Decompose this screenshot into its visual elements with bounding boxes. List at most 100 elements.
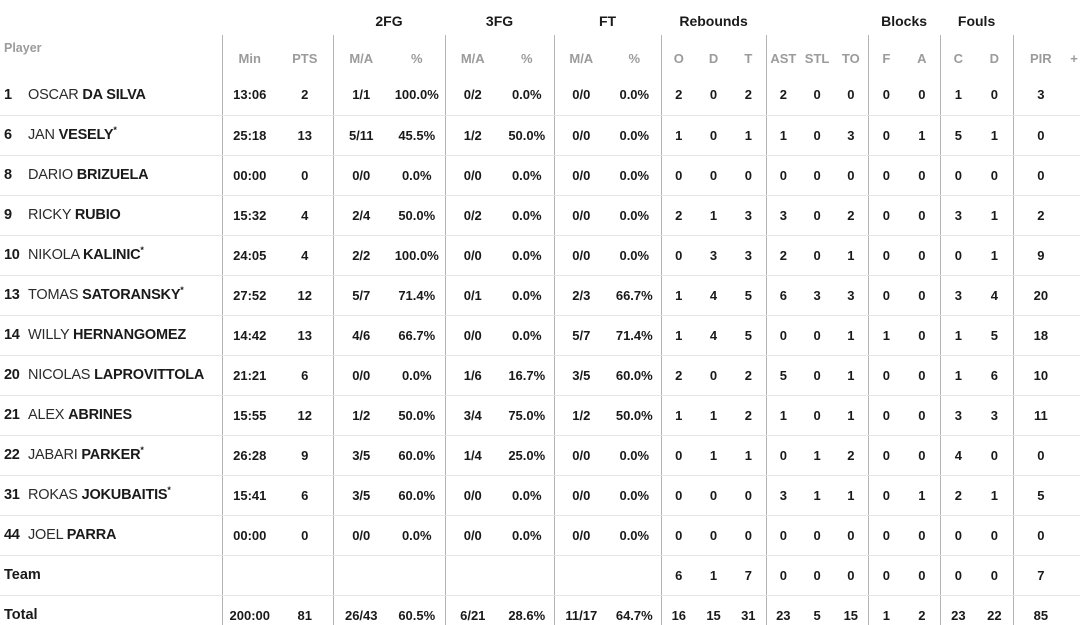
cell-ast: 23 [765,595,801,625]
player-row-9: 9 RICKY RUBIO 15:32 4 2/4 50.0% 0/2 0.0% 0/0 0.0%… [0,195,1080,236]
cell-stl: 5 [800,595,835,625]
cell-blk-f: 0 [867,115,905,156]
cell-fg3-pct: 50.0% [500,115,555,156]
cell-reb-o: 0 [660,155,697,196]
cell-plus [1068,595,1080,625]
cell-reb-d: 0 [696,75,732,116]
player-first-name: JAN [28,127,59,143]
cell-fg3-pct: 0.0% [500,155,555,196]
cell-fg2-pct [389,555,446,596]
cell-pts [277,555,333,596]
cell-fg2-pct: 100.0% [389,75,446,116]
cell-player: 22 JABARI PARKER* [0,435,222,476]
cell-fg3-ma: 0/0 [444,155,501,196]
cell-stl: 0 [800,395,835,436]
cell-ast: 1 [765,115,801,156]
cell-fg2-ma: 5/7 [332,275,389,316]
col-header-pir: PIR [1012,35,1069,75]
group-spacer-plus [1068,0,1080,35]
cell-to: 3 [834,115,869,156]
cell-fg3-pct: 0.0% [500,315,555,356]
cell-ast: 3 [765,195,801,236]
group-spacer-minpts [222,0,333,35]
player-number: 22 [4,447,20,463]
cell-min: 15:41 [221,475,277,516]
col-header-min: Min [221,35,277,75]
player-number: 9 [4,207,12,223]
player-last-name: LAPROVITTOLA [94,367,205,383]
cell-player: 31 ROKAS JOKUBAITIS* [0,475,222,516]
cell-stl: 0 [800,315,835,356]
player-last-name: HERNANGOMEZ [73,327,187,343]
cell-ft-pct: 0.0% [608,195,662,236]
cell-reb-o: 1 [660,275,697,316]
cell-pir: 85 [1012,595,1069,625]
player-last-name: VESELY [58,127,114,143]
cell-blk-a: 0 [904,275,941,316]
cell-min [221,555,277,596]
cell-blk-f: 0 [867,155,905,196]
cell-fg3-ma: 1/2 [444,115,501,156]
cell-foul-d: 6 [976,355,1014,396]
cell-pir: 3 [1012,75,1069,116]
cell-player: 6 JAN VESELY* [0,115,222,156]
cell-reb-o: 16 [660,595,697,625]
cell-fg3-pct: 0.0% [500,275,555,316]
player-row-10: 10 NIKOLA KALINIC* 24:05 4 2/2 100.0% 0/0 0.0% 0… [0,235,1080,276]
player-number: 44 [4,527,20,543]
cell-reb-t: 0 [731,155,767,196]
cell-foul-d: 1 [976,475,1014,516]
cell-foul-c: 3 [939,195,977,236]
cell-fg3-pct: 16.7% [500,355,555,396]
cell-ast: 0 [765,555,801,596]
cell-ft-pct: 50.0% [608,395,662,436]
cell-ft-ma: 0/0 [553,475,609,516]
cell-ft-pct: 0.0% [608,155,662,196]
cell-foul-c: 23 [939,595,977,625]
cell-pts: 12 [277,275,333,316]
cell-fg3-pct: 0.0% [500,515,555,556]
cell-blk-f: 0 [867,395,905,436]
cell-blk-f: 1 [867,595,905,625]
cell-fg2-ma: 1/2 [332,395,389,436]
col-header-stl: STL [804,51,830,66]
cell-ft-ma: 11/17 [553,595,609,625]
cell-reb-d: 1 [696,195,732,236]
cell-min: 14:42 [221,315,277,356]
cell-fg3-ma: 0/1 [444,275,501,316]
player-row-20: 20 NICOLAS LAPROVITTOLA 21:21 6 0/0 0.0% 1/6 16… [0,355,1080,396]
cell-min: 27:52 [221,275,277,316]
group-header-blocks: Blocks [881,12,928,29]
cell-fg3-ma: 0/0 [444,475,501,516]
cell-ast: 5 [765,355,801,396]
cell-reb-d: 15 [696,595,732,625]
col-header-ft-pct: % [628,51,641,66]
cell-min: 15:32 [221,195,277,236]
cell-plus [1068,195,1080,236]
cell-plus [1068,475,1080,516]
cell-to: 1 [834,395,869,436]
cell-reb-t: 2 [731,355,767,396]
cell-ft-pct: 0.0% [608,515,662,556]
cell-fg3-pct: 0.0% [500,75,555,116]
cell-min: 13:06 [221,75,277,116]
cell-pts: 0 [277,155,333,196]
cell-reb-t: 0 [731,475,767,516]
cell-reb-o: 2 [660,75,697,116]
cell-fg3-ma: 0/0 [444,515,501,556]
cell-plus [1068,235,1080,276]
cell-pts: 6 [277,355,333,396]
cell-foul-d: 0 [976,555,1014,596]
column-header-row: Player Min PTS M/A % M/A % M/A % O D T A… [0,35,1080,75]
cell-ft-ma: 0/0 [553,115,609,156]
cell-reb-o: 0 [660,515,697,556]
cell-reb-t: 1 [731,435,767,476]
cell-player: 44 JOEL PARRA [0,515,222,556]
player-first-name: WILLY [28,327,74,343]
cell-blk-a: 2 [904,595,941,625]
cell-pts: 9 [277,435,333,476]
cell-fg2-pct: 60.5% [389,595,446,625]
player-last-name: JOKUBAITIS [81,487,168,503]
cell-fg3-ma: 1/6 [444,355,501,396]
cell-fg2-pct: 71.4% [389,275,446,316]
